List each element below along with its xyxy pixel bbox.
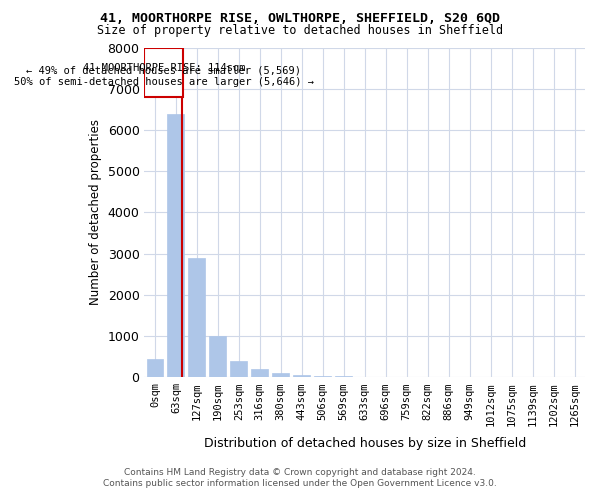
Bar bbox=[209, 336, 226, 378]
Bar bbox=[314, 376, 331, 378]
Bar bbox=[230, 361, 247, 378]
X-axis label: Distribution of detached houses by size in Sheffield: Distribution of detached houses by size … bbox=[203, 437, 526, 450]
Bar bbox=[356, 376, 373, 378]
Bar bbox=[272, 373, 289, 378]
Text: Contains HM Land Registry data © Crown copyright and database right 2024.
Contai: Contains HM Land Registry data © Crown c… bbox=[103, 468, 497, 487]
Y-axis label: Number of detached properties: Number of detached properties bbox=[89, 120, 102, 306]
Bar bbox=[293, 375, 310, 378]
Bar bbox=[167, 114, 184, 378]
Bar bbox=[251, 370, 268, 378]
Bar bbox=[146, 358, 163, 378]
Text: ← 49% of detached houses are smaller (5,569)
50% of semi-detached houses are lar: ← 49% of detached houses are smaller (5,… bbox=[14, 66, 314, 87]
Text: 41, MOORTHORPE RISE, OWLTHORPE, SHEFFIELD, S20 6QD: 41, MOORTHORPE RISE, OWLTHORPE, SHEFFIEL… bbox=[100, 12, 500, 26]
Bar bbox=[188, 258, 205, 378]
Bar bbox=[335, 376, 352, 378]
Text: Size of property relative to detached houses in Sheffield: Size of property relative to detached ho… bbox=[97, 24, 503, 37]
Text: 41 MOORTHORPE RISE: 114sqm: 41 MOORTHORPE RISE: 114sqm bbox=[83, 63, 245, 73]
FancyBboxPatch shape bbox=[145, 48, 184, 97]
